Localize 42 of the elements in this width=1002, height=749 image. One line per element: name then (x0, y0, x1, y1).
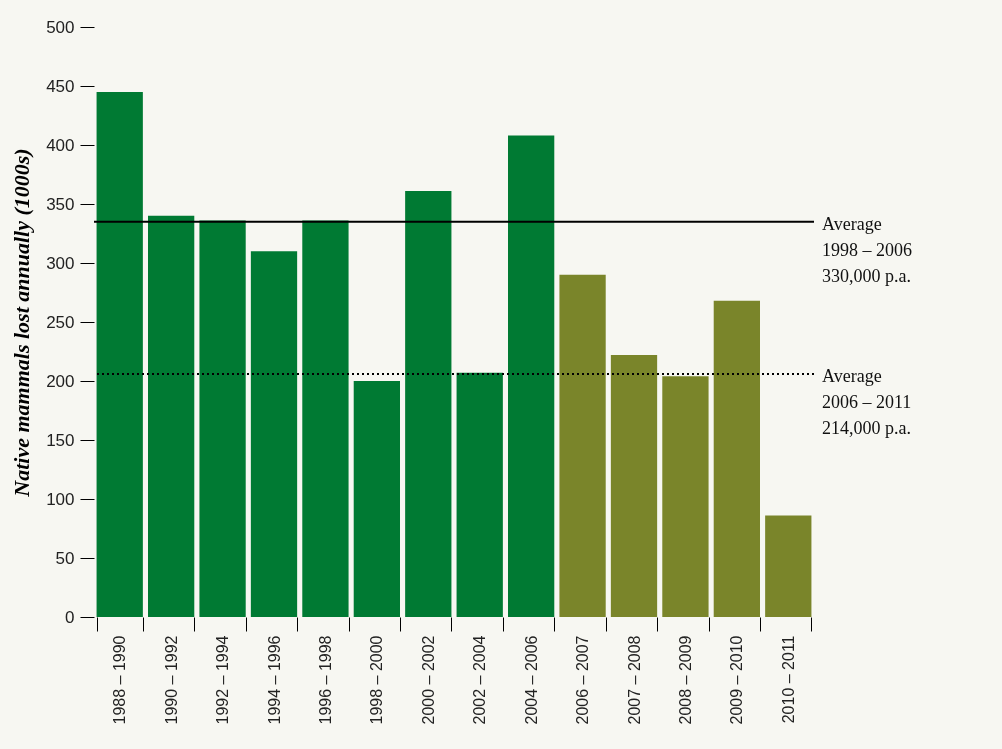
bar (765, 515, 812, 617)
y-tick-label: 100 (46, 489, 75, 509)
x-tick-label: 1990 – 1992 (162, 635, 180, 725)
bar (610, 355, 658, 617)
bar (353, 381, 400, 617)
x-tick-label: 2002 – 2004 (471, 635, 489, 725)
x-tick-label: 2008 – 2009 (676, 635, 694, 725)
y-tick-label: 50 (55, 548, 75, 568)
ref-line-label: Average 1998 – 2006 330,000 p.a. (822, 213, 912, 286)
x-tick-label: 1998 – 2000 (368, 635, 386, 725)
y-tick-label: 300 (46, 253, 75, 273)
y-axis-title: Native mammals lost annually (1000s) (9, 148, 35, 498)
x-tick-label: 2000 – 2002 (419, 635, 437, 725)
y-tick-label: 0 (65, 607, 75, 627)
bar (250, 251, 298, 617)
bar (508, 135, 555, 617)
bar (199, 220, 246, 617)
y-tick-label: 450 (46, 76, 75, 96)
x-tick-label: 1996 – 1998 (316, 635, 334, 725)
bar (148, 215, 195, 617)
x-tick-label: 2006 – 2007 (574, 635, 592, 725)
x-tick-label: 1992 – 1994 (214, 635, 232, 725)
x-tick-label: 2010 – 2011 (779, 635, 797, 724)
x-tick-label: 2004 – 2006 (522, 635, 540, 725)
x-tick-label: 1988 – 1990 (111, 635, 129, 725)
bar (662, 376, 709, 617)
ref-line-label: Average 2006 – 2011 214,000 p.a. (822, 365, 912, 438)
x-tick-label: 2009 – 2010 (728, 635, 746, 725)
y-tick-label: 250 (46, 312, 75, 332)
bar (456, 372, 503, 617)
x-tick-label: 1994 – 1996 (265, 635, 283, 725)
y-tick-label: 150 (46, 430, 75, 450)
x-tick-label: 2007 – 2008 (625, 635, 643, 725)
bar (713, 300, 760, 617)
y-tick-label: 400 (46, 135, 75, 155)
y-tick-label: 200 (46, 371, 75, 391)
y-tick-label: 350 (46, 194, 75, 214)
y-tick-label: 500 (46, 17, 75, 37)
bar (559, 274, 606, 617)
bar (405, 191, 452, 617)
bar (96, 91, 143, 617)
bar (302, 220, 349, 617)
